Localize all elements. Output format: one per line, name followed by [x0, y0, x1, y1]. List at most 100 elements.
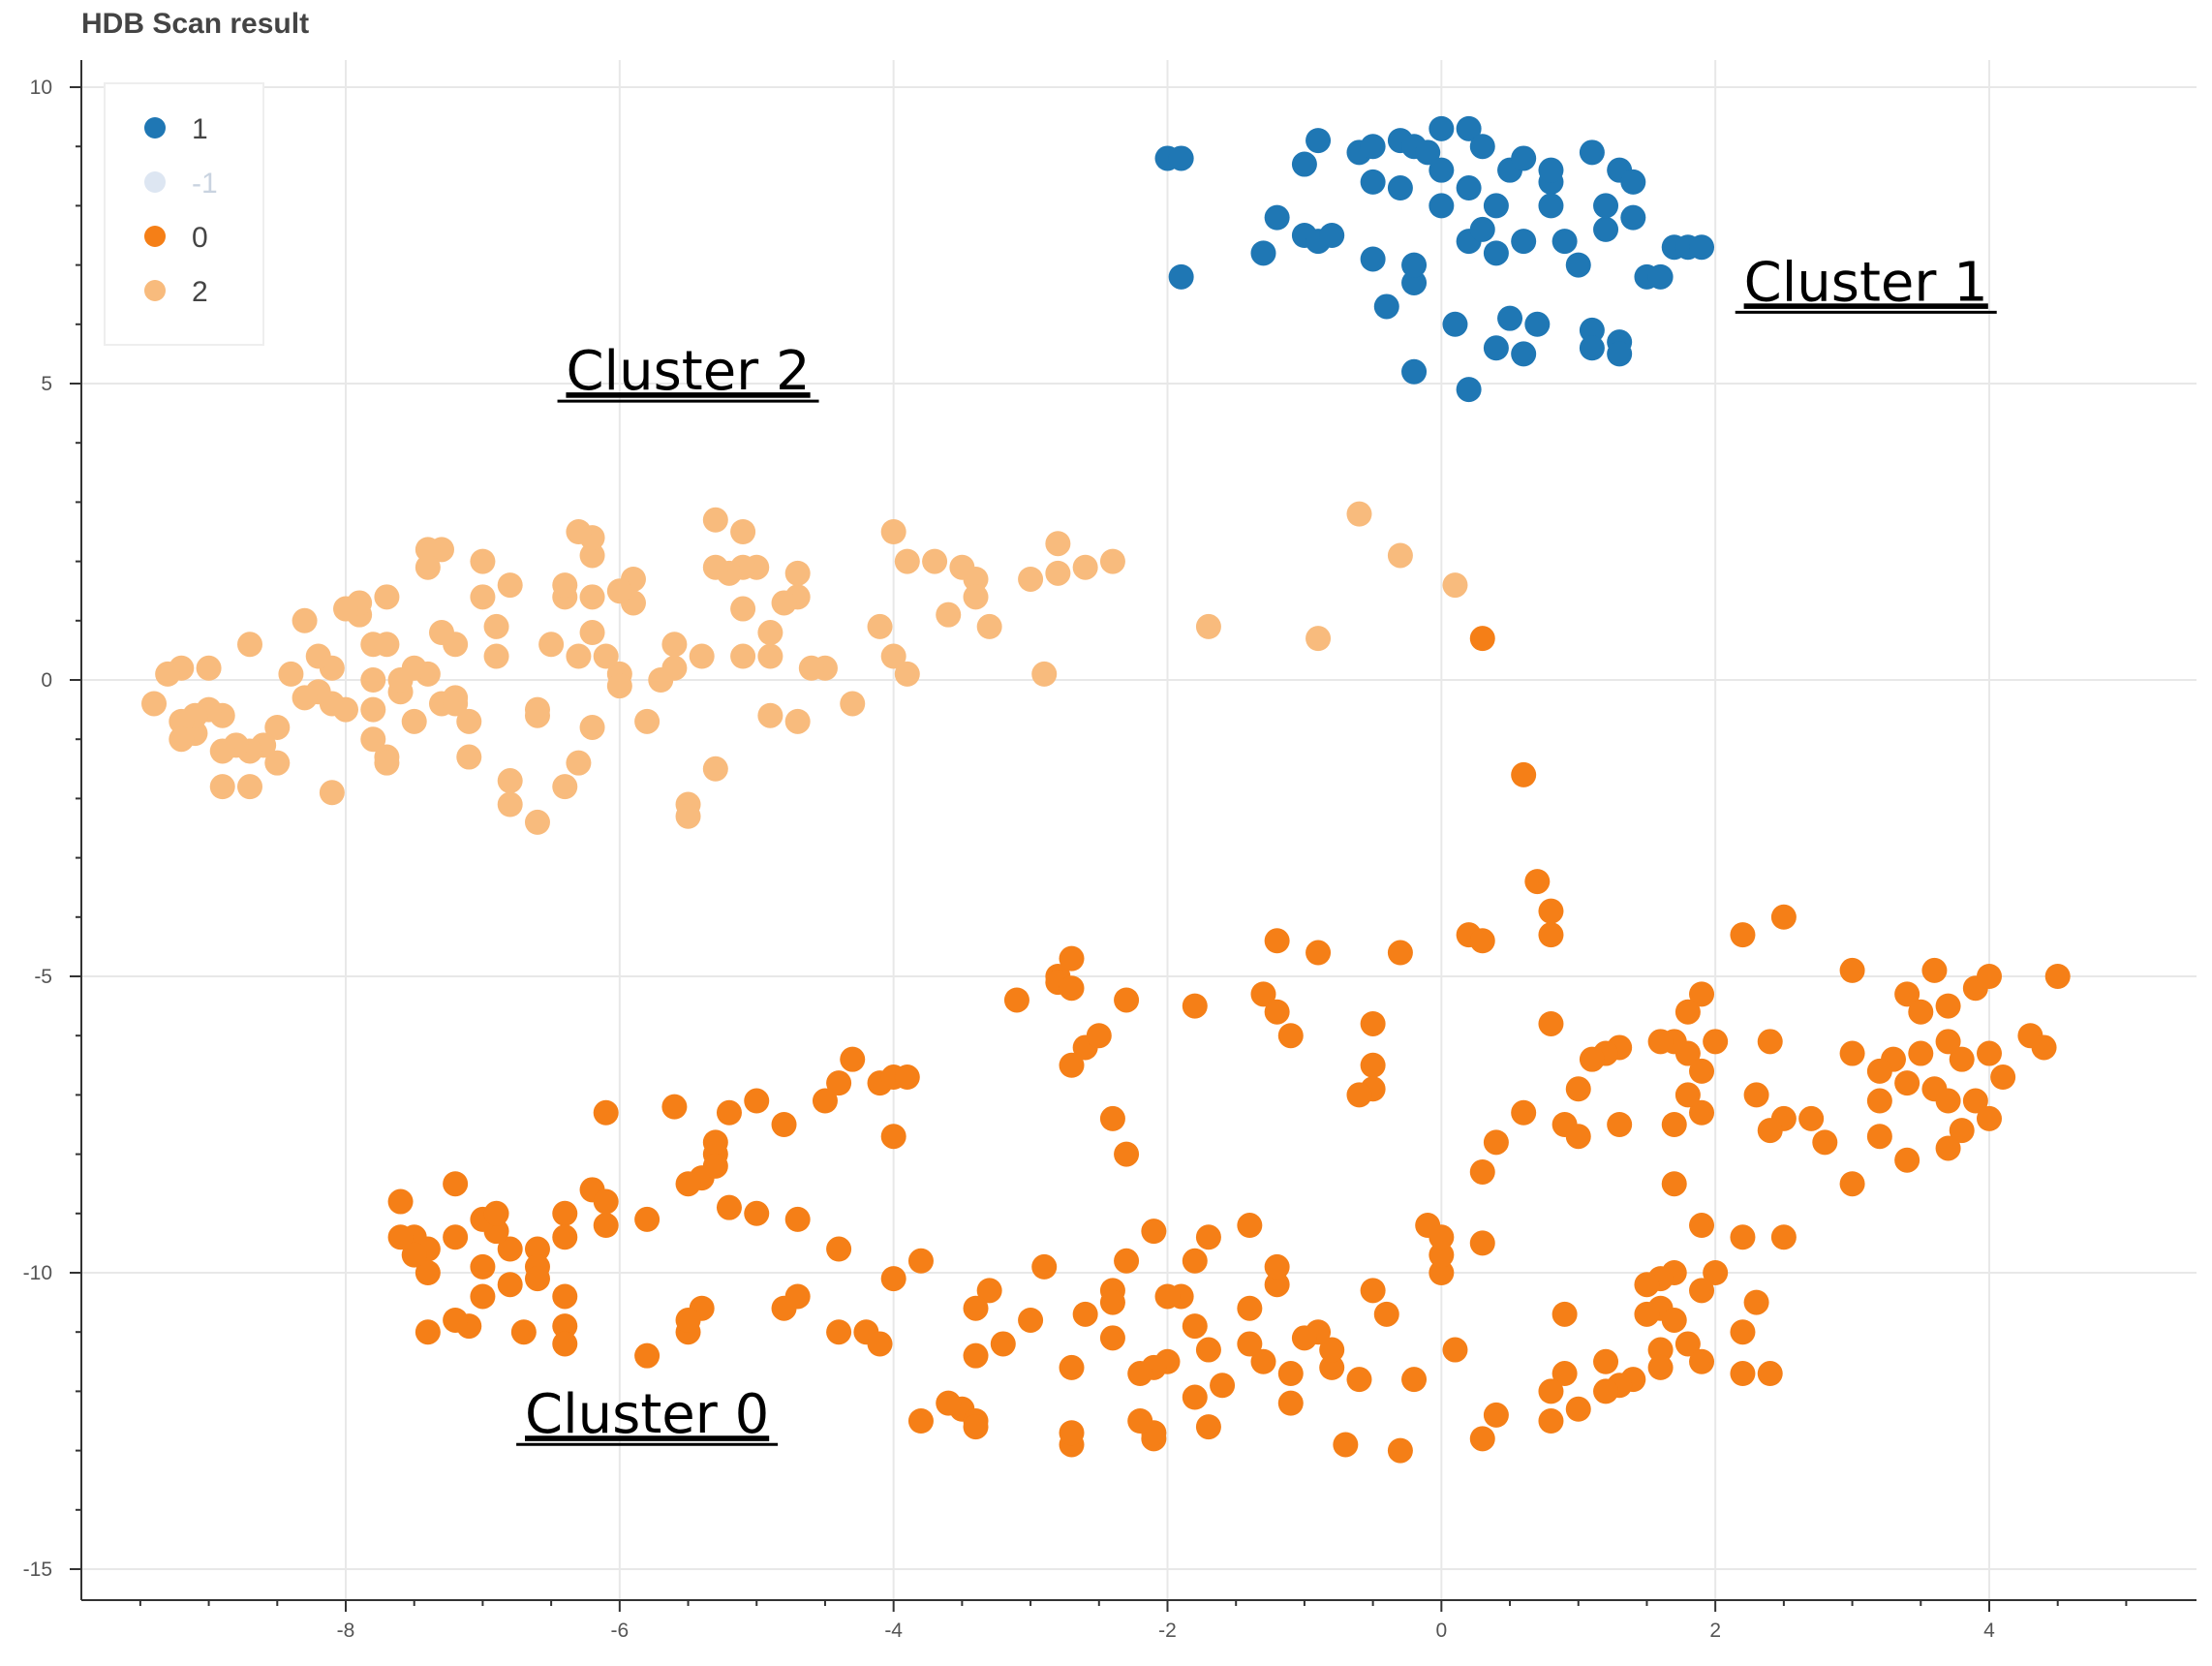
data-point	[1373, 293, 1399, 320]
data-point	[1195, 613, 1221, 639]
data-point	[1182, 1248, 1208, 1274]
legend[interactable]: 1 -1 0 2	[104, 82, 264, 346]
data-point	[552, 774, 578, 800]
data-point	[1387, 175, 1413, 201]
data-point	[1634, 1301, 1660, 1327]
data-point	[1277, 1023, 1304, 1049]
data-point	[1456, 175, 1482, 201]
data-point	[169, 726, 195, 753]
data-point	[305, 643, 331, 669]
data-point	[1743, 1082, 1769, 1108]
data-point	[1770, 1224, 1797, 1250]
data-point	[456, 744, 482, 770]
data-point	[840, 1046, 866, 1072]
data-point	[593, 643, 619, 669]
data-point	[1866, 1088, 1892, 1114]
data-point	[1099, 1325, 1125, 1351]
x-tick-label: -6	[610, 1620, 629, 1642]
data-point	[1182, 1313, 1208, 1340]
data-point	[415, 537, 441, 563]
data-point	[1018, 566, 1044, 592]
data-point	[497, 1272, 523, 1298]
data-point	[1099, 1289, 1125, 1315]
y-tick-label: 10	[30, 77, 52, 99]
data-point	[415, 554, 441, 580]
data-point	[538, 632, 565, 658]
data-point	[675, 803, 701, 829]
data-point	[1634, 1272, 1660, 1298]
data-point	[894, 548, 920, 574]
data-point	[1456, 115, 1482, 141]
data-point	[689, 643, 715, 669]
data-point	[1319, 1337, 1345, 1363]
data-point	[1593, 1378, 1619, 1404]
data-point	[1538, 157, 1564, 183]
data-point	[1866, 1058, 1892, 1084]
data-point	[1607, 341, 1633, 367]
data-point	[1250, 981, 1276, 1007]
data-point	[880, 519, 906, 544]
data-point	[1059, 1354, 1085, 1380]
data-point	[1264, 999, 1290, 1025]
data-point	[1387, 940, 1413, 966]
data-point	[415, 1319, 441, 1345]
data-point	[880, 643, 906, 669]
data-point	[1237, 1295, 1263, 1321]
data-point	[1962, 1088, 1988, 1114]
data-point	[333, 596, 358, 622]
data-point	[1661, 1112, 1687, 1137]
data-point	[1483, 335, 1509, 361]
data-point	[1333, 1432, 1359, 1458]
data-point	[1360, 1052, 1386, 1078]
data-point	[1237, 1213, 1263, 1239]
data-point	[1031, 661, 1058, 687]
data-point	[319, 780, 345, 806]
data-point	[1360, 1010, 1386, 1036]
data-point	[443, 1307, 469, 1333]
data-point	[744, 1200, 770, 1226]
data-point	[1565, 1076, 1591, 1102]
data-point	[209, 738, 235, 764]
data-point	[456, 708, 482, 734]
data-point	[661, 632, 688, 658]
data-point	[360, 667, 386, 693]
data-point	[264, 750, 291, 776]
data-point	[1360, 1278, 1386, 1304]
data-point	[1442, 311, 1468, 337]
data-point	[1429, 1242, 1455, 1268]
data-point	[1894, 981, 1920, 1007]
data-point	[1429, 115, 1455, 141]
data-point	[387, 667, 414, 693]
data-point	[1469, 1426, 1495, 1452]
data-point	[702, 756, 728, 782]
data-point	[1812, 1129, 1838, 1156]
data-point	[1524, 869, 1551, 895]
data-point	[1195, 1224, 1221, 1250]
data-point	[1360, 169, 1386, 195]
data-point	[784, 560, 811, 586]
data-point	[1429, 193, 1455, 219]
data-point	[1935, 1135, 1961, 1161]
data-point	[1511, 145, 1537, 171]
data-point	[1291, 151, 1317, 177]
data-point	[880, 1266, 906, 1292]
data-point	[1511, 1099, 1537, 1126]
data-point	[1565, 1396, 1591, 1422]
data-point	[1908, 999, 1934, 1025]
data-point	[907, 1248, 934, 1274]
data-point	[702, 507, 728, 533]
data-point	[278, 661, 304, 687]
data-point	[1647, 1337, 1674, 1363]
data-point	[579, 584, 605, 610]
data-point	[1401, 269, 1428, 295]
data-point	[264, 714, 291, 740]
data-point	[675, 1171, 701, 1197]
data-point	[1114, 987, 1140, 1013]
data-point	[1387, 1437, 1413, 1464]
x-tick-label: -4	[884, 1620, 903, 1642]
data-point	[716, 1099, 742, 1126]
data-point	[1127, 1361, 1153, 1387]
data-point	[1415, 139, 1441, 166]
